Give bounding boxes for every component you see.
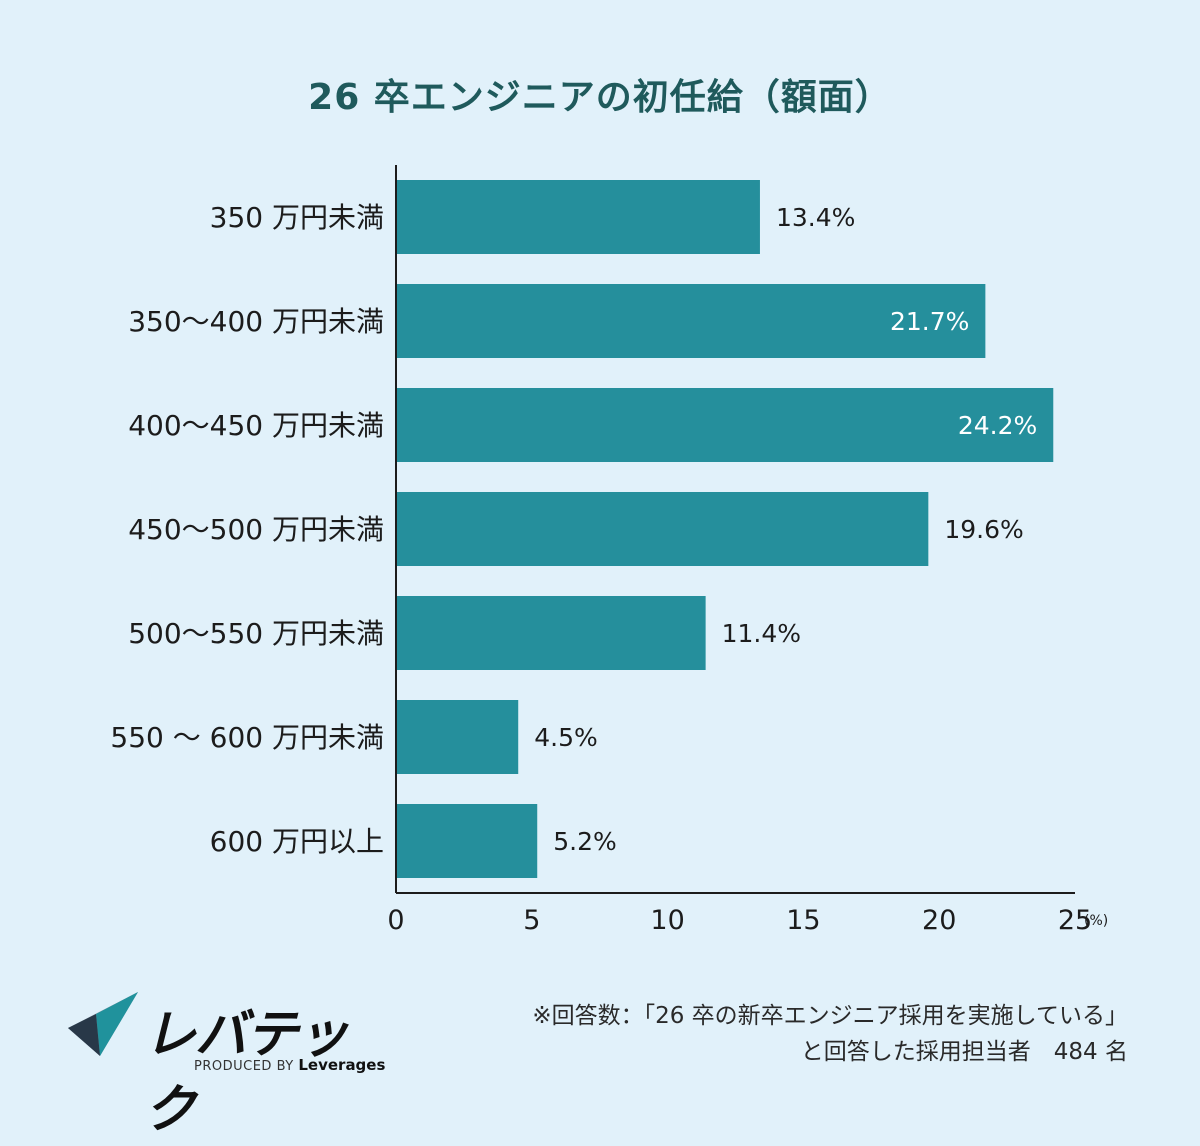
value-label-6: 5.2% <box>553 827 617 856</box>
bar-chart: 350 万円未満 13.4% 350〜400 万円未満 21.7% 400〜450 万円… <box>110 165 1108 936</box>
category-label-4: 500〜550 万円未満 <box>128 617 384 650</box>
footnote-line-2: と回答した採用担当者 484 名 <box>800 1039 1128 1065</box>
bar-5 <box>396 700 519 774</box>
x-unit-label: (%) <box>1084 913 1108 929</box>
category-label-1: 350〜400 万円未満 <box>128 305 384 338</box>
logo-wordmark: レバテック <box>144 1005 349 1140</box>
category-label-0: 350 万円未満 <box>210 201 384 234</box>
value-label-1: 21.7% <box>890 307 969 336</box>
value-label-2: 24.2% <box>958 411 1037 440</box>
value-label-5: 4.5% <box>534 723 598 752</box>
category-label-5: 550 〜 600 万円未満 <box>110 721 384 754</box>
axis-layer: 0 5 10 15 20 25(%) <box>387 165 1108 936</box>
bar-6 <box>396 804 538 878</box>
bar-0 <box>396 180 760 254</box>
logo-produced-by: PRODUCED BY Leverages <box>194 1056 385 1074</box>
logo-produced-by-text: PRODUCED BY <box>194 1059 294 1074</box>
value-label-0: 13.4% <box>776 203 855 232</box>
x-tick-label-2: 10 <box>650 905 684 936</box>
logo-brand: Leverages <box>298 1056 386 1074</box>
bar-3 <box>396 492 929 566</box>
category-label-2: 400〜450 万円未満 <box>128 409 384 442</box>
logo-mark-icon <box>68 992 138 1056</box>
value-label-3: 19.6% <box>944 515 1023 544</box>
chart-title: 26 卒エンジニアの初任給（額面） <box>308 77 892 118</box>
bar-2 <box>396 388 1054 462</box>
x-tick-label-3: 15 <box>786 905 820 936</box>
footnote: ※回答数：「26 卒の新卒エンジニア採用を実施している」 と回答した採用担当者 … <box>532 998 1128 1070</box>
levtech-logo: レバテック PRODUCED BY Leverages <box>66 990 396 1140</box>
bar-1 <box>396 284 986 358</box>
bar-4 <box>396 596 706 670</box>
x-tick-label-0: 0 <box>387 905 404 936</box>
footnote-line-1: ※回答数：「26 卒の新卒エンジニア採用を実施している」 <box>532 1003 1128 1029</box>
category-label-6: 600 万円以上 <box>210 825 384 858</box>
labels-layer: 350 万円未満 13.4% 350〜400 万円未満 21.7% 400〜450 万円… <box>110 201 1037 858</box>
bars-layer <box>396 180 1054 878</box>
category-label-3: 450〜500 万円未満 <box>128 513 384 546</box>
value-label-4: 11.4% <box>722 619 801 648</box>
x-tick-label-1: 5 <box>523 905 540 936</box>
x-tick-label-4: 20 <box>922 905 956 936</box>
x-tick-label-5: 25 <box>1058 905 1092 936</box>
